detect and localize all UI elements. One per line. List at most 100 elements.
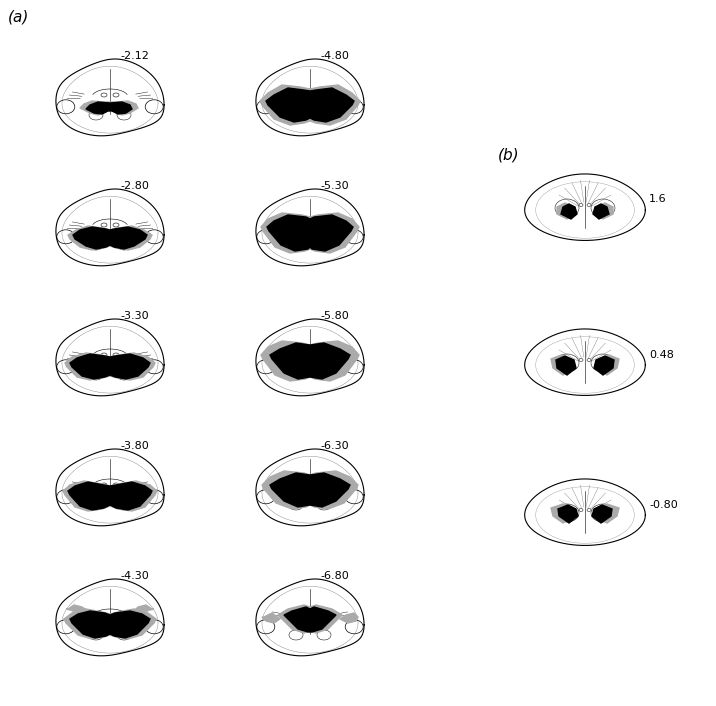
Text: (a): (a): [8, 10, 29, 25]
Polygon shape: [593, 204, 609, 219]
Ellipse shape: [57, 360, 74, 373]
Ellipse shape: [101, 223, 107, 227]
Polygon shape: [68, 482, 152, 510]
Polygon shape: [551, 355, 573, 375]
Ellipse shape: [587, 359, 591, 361]
Polygon shape: [525, 174, 645, 241]
Polygon shape: [65, 353, 155, 380]
Ellipse shape: [257, 100, 275, 114]
Text: -6.80: -6.80: [321, 571, 349, 581]
Polygon shape: [557, 203, 575, 219]
Ellipse shape: [145, 620, 163, 634]
Text: -0.80: -0.80: [649, 500, 678, 510]
Polygon shape: [270, 473, 350, 507]
Polygon shape: [64, 609, 156, 639]
Polygon shape: [73, 227, 147, 249]
Ellipse shape: [101, 613, 107, 617]
Polygon shape: [270, 343, 350, 379]
Text: 0.48: 0.48: [649, 349, 674, 359]
Text: -4.30: -4.30: [120, 571, 150, 581]
Ellipse shape: [257, 229, 275, 244]
Ellipse shape: [57, 100, 74, 114]
Ellipse shape: [301, 353, 307, 357]
Polygon shape: [525, 329, 645, 395]
Polygon shape: [266, 88, 354, 122]
Polygon shape: [595, 504, 619, 523]
Polygon shape: [132, 605, 154, 613]
Polygon shape: [70, 611, 150, 638]
Polygon shape: [595, 203, 613, 219]
Ellipse shape: [579, 359, 583, 361]
Ellipse shape: [113, 483, 119, 487]
Polygon shape: [558, 505, 578, 523]
Ellipse shape: [57, 490, 74, 504]
Text: (b): (b): [498, 148, 520, 163]
Ellipse shape: [587, 508, 591, 512]
Polygon shape: [86, 102, 132, 114]
Polygon shape: [56, 579, 164, 656]
Ellipse shape: [145, 490, 163, 504]
Ellipse shape: [257, 360, 275, 373]
Polygon shape: [592, 505, 612, 523]
Ellipse shape: [101, 353, 107, 357]
Ellipse shape: [345, 360, 363, 373]
Ellipse shape: [113, 613, 119, 617]
Polygon shape: [525, 479, 645, 546]
Text: -3.30: -3.30: [121, 311, 150, 321]
Polygon shape: [56, 189, 164, 266]
Ellipse shape: [101, 483, 107, 487]
Ellipse shape: [313, 353, 319, 357]
Polygon shape: [594, 356, 614, 375]
Text: 1.6: 1.6: [649, 194, 667, 205]
Ellipse shape: [313, 223, 319, 227]
Ellipse shape: [257, 490, 275, 504]
Polygon shape: [256, 319, 364, 396]
Ellipse shape: [579, 203, 583, 206]
Ellipse shape: [301, 93, 307, 97]
Polygon shape: [261, 341, 359, 381]
Polygon shape: [260, 85, 360, 125]
Polygon shape: [267, 215, 353, 251]
Polygon shape: [56, 449, 164, 526]
Polygon shape: [284, 607, 336, 632]
Ellipse shape: [145, 360, 163, 373]
Polygon shape: [256, 59, 364, 136]
Ellipse shape: [345, 620, 363, 634]
Ellipse shape: [57, 229, 74, 244]
Ellipse shape: [145, 229, 163, 244]
Ellipse shape: [301, 483, 307, 487]
Text: -3.80: -3.80: [120, 441, 150, 451]
Ellipse shape: [301, 613, 307, 617]
Ellipse shape: [345, 229, 363, 244]
Text: -2.12: -2.12: [120, 51, 150, 61]
Polygon shape: [556, 356, 576, 375]
Text: -5.80: -5.80: [321, 311, 349, 321]
Ellipse shape: [301, 223, 307, 227]
Polygon shape: [56, 59, 164, 136]
Polygon shape: [68, 226, 152, 250]
Ellipse shape: [113, 353, 119, 357]
Ellipse shape: [101, 93, 107, 97]
Ellipse shape: [57, 620, 74, 634]
Polygon shape: [551, 504, 575, 523]
Polygon shape: [340, 613, 358, 623]
Ellipse shape: [145, 100, 163, 114]
Ellipse shape: [257, 620, 275, 634]
Polygon shape: [597, 355, 619, 375]
Polygon shape: [256, 449, 364, 526]
Ellipse shape: [313, 483, 319, 487]
Polygon shape: [56, 319, 164, 396]
Polygon shape: [66, 605, 88, 613]
Text: -6.30: -6.30: [321, 441, 349, 451]
Text: -4.80: -4.80: [321, 51, 349, 61]
Ellipse shape: [313, 93, 319, 97]
Ellipse shape: [587, 203, 591, 206]
Polygon shape: [278, 605, 342, 633]
Polygon shape: [256, 189, 364, 266]
Text: -5.30: -5.30: [321, 181, 349, 191]
Polygon shape: [261, 213, 359, 253]
Polygon shape: [70, 354, 150, 379]
Polygon shape: [80, 101, 138, 115]
Polygon shape: [262, 613, 280, 623]
Ellipse shape: [113, 93, 119, 97]
